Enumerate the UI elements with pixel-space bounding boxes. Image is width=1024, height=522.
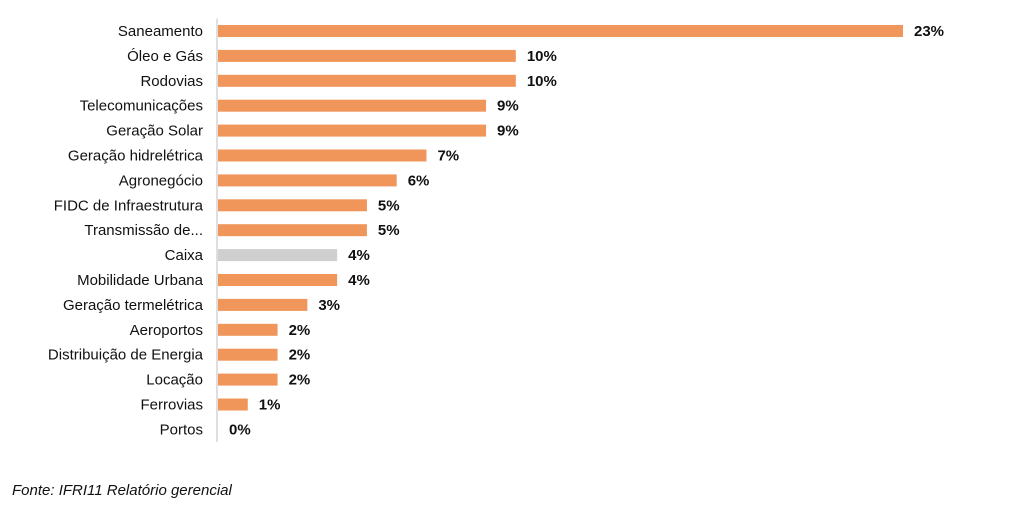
data-label: 5% <box>378 197 400 214</box>
bar <box>218 74 516 87</box>
data-label: 6% <box>408 172 430 189</box>
category-label: Geração Solar <box>106 123 203 140</box>
data-label: 2% <box>289 372 311 389</box>
data-label: 2% <box>289 347 311 364</box>
bar <box>218 224 367 237</box>
data-label: 5% <box>378 222 400 239</box>
bar <box>218 398 248 411</box>
data-label: 4% <box>348 247 370 264</box>
category-label: Transmissão de... <box>84 222 203 239</box>
category-label: Geração hidrelétrica <box>68 148 204 165</box>
category-label: Saneamento <box>118 23 203 40</box>
category-label: Mobilidade Urbana <box>77 272 204 289</box>
bar <box>218 49 516 62</box>
data-label: 4% <box>348 272 370 289</box>
bar <box>218 274 338 286</box>
bar <box>218 323 278 336</box>
category-label: Distribuição de Energia <box>48 347 204 364</box>
category-label: Aeroportos <box>130 322 203 339</box>
category-label: FIDC de Infraestrutura <box>54 197 204 214</box>
bar <box>218 124 487 137</box>
category-label: Telecomunicações <box>80 98 203 115</box>
bar <box>218 99 487 112</box>
bar <box>218 373 278 386</box>
category-label: Portos <box>160 421 203 438</box>
bar <box>218 348 278 361</box>
data-label: 9% <box>497 98 519 115</box>
data-label: 10% <box>527 48 557 65</box>
category-label: Agronegócio <box>119 172 203 189</box>
category-label: Rodovias <box>140 73 203 90</box>
data-label: 10% <box>527 73 557 90</box>
bar <box>218 249 338 262</box>
category-label: Óleo e Gás <box>127 48 203 65</box>
data-label: 1% <box>259 397 281 414</box>
data-label: 23% <box>914 23 944 40</box>
bar <box>218 298 308 311</box>
category-label: Locação <box>146 372 203 389</box>
category-label: Ferrovias <box>140 397 203 414</box>
data-label: 9% <box>497 123 519 140</box>
category-label: Geração termelétrica <box>63 297 204 314</box>
bar <box>218 199 367 212</box>
data-label: 7% <box>437 148 459 165</box>
data-label: 3% <box>318 297 340 314</box>
data-label: 2% <box>289 322 311 339</box>
bar-chart: Saneamento 23% Óleo e Gás 10% Rodovias 10% Tel… <box>48 18 944 442</box>
bar <box>218 25 903 37</box>
data-label: 0% <box>229 421 251 438</box>
category-label: Caixa <box>165 247 204 264</box>
source-note: Fonte: IFRI11 Relatório gerencial <box>12 482 232 499</box>
bar <box>218 149 427 162</box>
bar <box>218 174 397 187</box>
